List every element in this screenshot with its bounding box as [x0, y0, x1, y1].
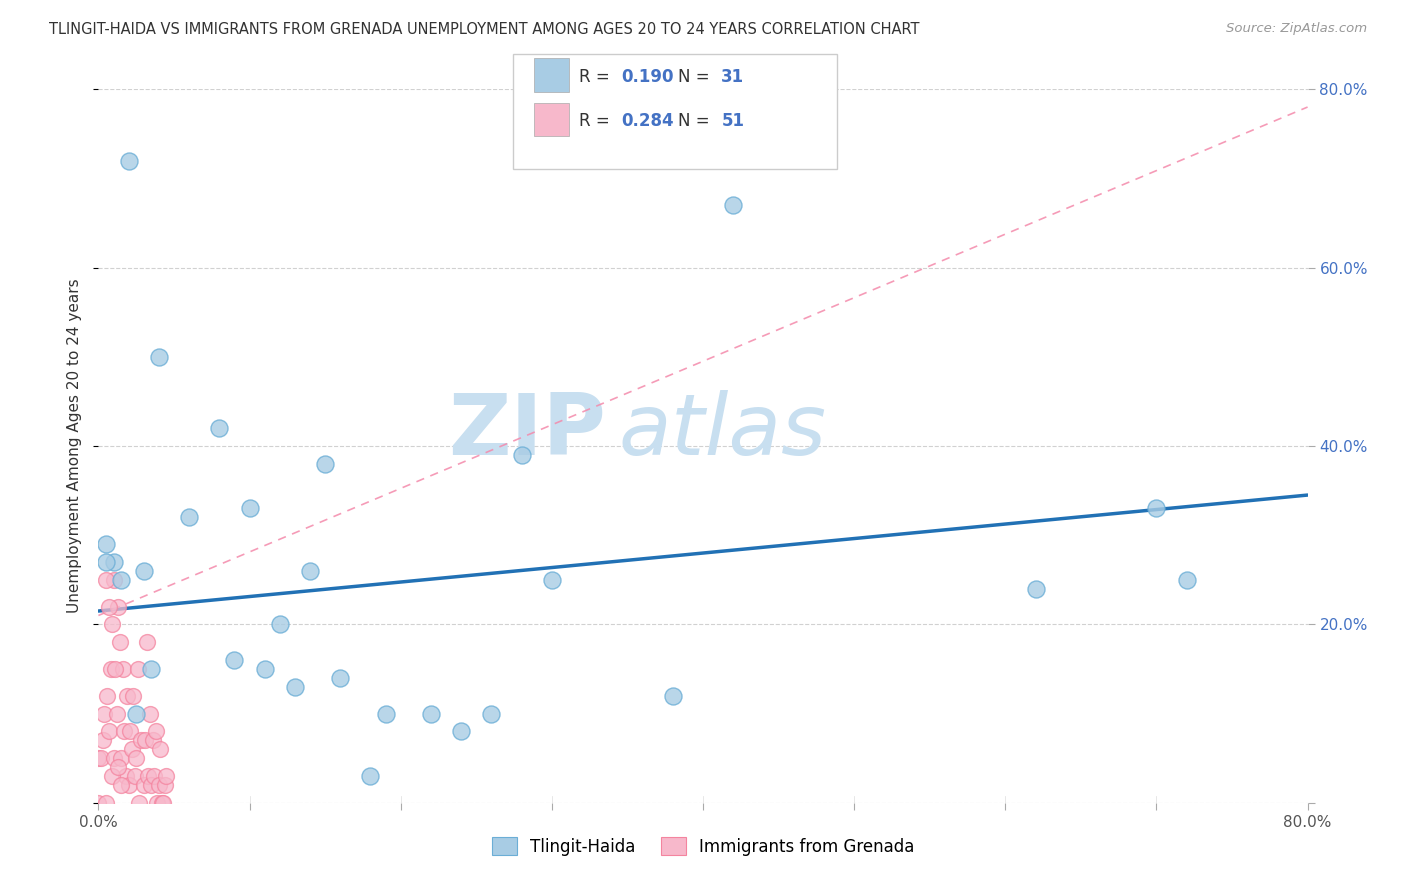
Point	[87, 796, 110, 810]
Point	[139, 706, 162, 721]
Point	[101, 769, 124, 783]
Point	[110, 573, 132, 587]
Point	[269, 617, 291, 632]
Text: R =: R =	[579, 68, 616, 86]
Point	[98, 599, 121, 614]
Point	[98, 724, 121, 739]
Point	[96, 689, 118, 703]
Point	[111, 662, 134, 676]
Point	[114, 769, 136, 783]
Point	[91, 733, 114, 747]
Point	[121, 742, 143, 756]
Point	[224, 653, 246, 667]
Text: ZIP: ZIP	[449, 390, 606, 474]
Point	[152, 796, 174, 810]
Point	[299, 564, 322, 578]
Point	[148, 778, 170, 792]
Point	[135, 635, 157, 649]
Point	[155, 769, 177, 783]
Point	[129, 733, 152, 747]
Point	[141, 778, 163, 792]
Point	[94, 796, 117, 810]
Point	[112, 724, 135, 739]
Text: N =: N =	[678, 112, 714, 130]
Point	[101, 617, 124, 632]
Point	[107, 599, 129, 614]
Point	[143, 769, 166, 783]
Point	[149, 742, 172, 756]
Point	[122, 689, 145, 703]
Point	[124, 769, 146, 783]
Point	[1144, 501, 1167, 516]
Point	[450, 724, 472, 739]
Point	[94, 537, 117, 551]
Point	[510, 448, 533, 462]
Point	[1175, 573, 1198, 587]
Point	[93, 706, 115, 721]
Point	[329, 671, 352, 685]
Point	[94, 555, 117, 569]
Text: atlas: atlas	[619, 390, 827, 474]
Point	[94, 573, 117, 587]
Text: Source: ZipAtlas.com: Source: ZipAtlas.com	[1226, 22, 1367, 36]
Point	[100, 662, 122, 676]
Point	[90, 751, 112, 765]
Point	[314, 457, 336, 471]
Point	[103, 555, 125, 569]
Text: 51: 51	[721, 112, 744, 130]
Y-axis label: Unemployment Among Ages 20 to 24 years: Unemployment Among Ages 20 to 24 years	[67, 278, 83, 614]
Point	[132, 564, 155, 578]
Point	[115, 689, 138, 703]
Text: 31: 31	[721, 68, 744, 86]
Point	[141, 662, 163, 676]
Text: 0.284: 0.284	[621, 112, 673, 130]
Text: N =: N =	[678, 68, 714, 86]
Point	[134, 733, 156, 747]
Point	[104, 662, 127, 676]
Point	[481, 706, 503, 721]
Text: R =: R =	[579, 112, 616, 130]
Point	[120, 724, 142, 739]
Point	[125, 751, 148, 765]
Point	[420, 706, 443, 721]
Legend: Tlingit-Haida, Immigrants from Grenada: Tlingit-Haida, Immigrants from Grenada	[485, 830, 921, 863]
Point	[125, 706, 148, 721]
Point	[179, 510, 201, 524]
Point	[208, 421, 231, 435]
Text: 0.190: 0.190	[621, 68, 673, 86]
Point	[118, 153, 141, 168]
Point	[136, 769, 159, 783]
Point	[723, 198, 745, 212]
Point	[253, 662, 276, 676]
Point	[128, 796, 150, 810]
Point	[145, 724, 167, 739]
Point	[284, 680, 307, 694]
Point	[142, 733, 165, 747]
Point	[360, 769, 382, 783]
Point	[1024, 582, 1046, 596]
Point	[105, 706, 128, 721]
Point	[153, 778, 176, 792]
Point	[118, 778, 141, 792]
Point	[374, 706, 396, 721]
Point	[132, 778, 155, 792]
Point	[87, 751, 110, 765]
Point	[146, 796, 169, 810]
Point	[127, 662, 149, 676]
Point	[110, 751, 132, 765]
Point	[239, 501, 262, 516]
Text: TLINGIT-HAIDA VS IMMIGRANTS FROM GRENADA UNEMPLOYMENT AMONG AGES 20 TO 24 YEARS : TLINGIT-HAIDA VS IMMIGRANTS FROM GRENADA…	[49, 22, 920, 37]
Point	[110, 778, 132, 792]
Point	[661, 689, 683, 703]
Point	[107, 760, 129, 774]
Point	[103, 751, 125, 765]
Point	[103, 573, 125, 587]
Point	[150, 796, 173, 810]
Point	[148, 350, 170, 364]
Point	[540, 573, 562, 587]
Point	[108, 635, 131, 649]
